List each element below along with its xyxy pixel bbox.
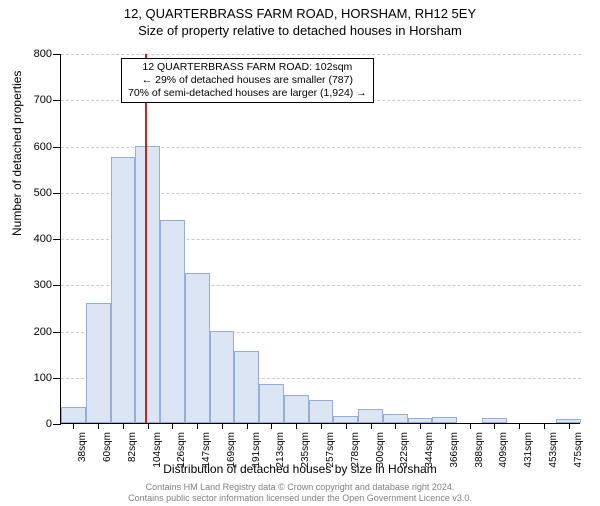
bar: [210, 331, 235, 424]
y-tick: [53, 147, 61, 148]
marker-line: [145, 54, 147, 423]
y-tick-label: 300: [12, 279, 52, 291]
y-tick-label: 700: [12, 94, 52, 106]
page-title: 12, QUARTERBRASS FARM ROAD, HORSHAM, RH1…: [0, 6, 600, 21]
x-tick: [296, 423, 297, 429]
bar: [383, 414, 408, 423]
x-axis-title: Distribution of detached houses by size …: [0, 462, 600, 476]
gridline: [61, 54, 581, 55]
chart: 010020030040050060070080038sqm60sqm82sqm…: [60, 54, 580, 424]
bar: [358, 409, 383, 423]
bar: [234, 351, 259, 423]
x-tick: [271, 423, 272, 429]
x-tick: [519, 423, 520, 429]
marker-callout: 12 QUARTERBRASS FARM ROAD: 102sqm ← 29% …: [121, 58, 374, 103]
x-tick: [420, 423, 421, 429]
y-tick: [53, 54, 61, 55]
x-tick: [98, 423, 99, 429]
bar: [160, 220, 185, 424]
y-tick-label: 200: [12, 326, 52, 338]
bar: [61, 407, 86, 423]
x-tick: [445, 423, 446, 429]
x-tick: [172, 423, 173, 429]
y-tick-label: 600: [12, 141, 52, 153]
x-tick: [494, 423, 495, 429]
bar: [309, 400, 334, 423]
bar: [185, 273, 210, 423]
x-tick: [371, 423, 372, 429]
x-tick: [321, 423, 322, 429]
plot-area: 010020030040050060070080038sqm60sqm82sqm…: [60, 54, 580, 424]
bar: [111, 157, 136, 423]
bar: [284, 395, 309, 423]
y-tick-label: 100: [12, 372, 52, 384]
bar: [135, 146, 160, 424]
y-tick: [53, 239, 61, 240]
x-tick: [148, 423, 149, 429]
bar: [86, 303, 111, 423]
y-tick-label: 0: [12, 418, 52, 430]
y-tick-label: 500: [12, 187, 52, 199]
y-tick-label: 800: [12, 48, 52, 60]
x-tick: [247, 423, 248, 429]
x-tick: [544, 423, 545, 429]
y-tick: [53, 378, 61, 379]
footer-line-1: Contains HM Land Registry data © Crown c…: [0, 482, 600, 493]
x-tick: [470, 423, 471, 429]
y-tick: [53, 193, 61, 194]
y-tick: [53, 285, 61, 286]
bar: [259, 384, 284, 423]
x-tick: [73, 423, 74, 429]
x-tick: [569, 423, 570, 429]
y-tick: [53, 424, 61, 425]
bar: [333, 416, 358, 423]
x-tick: [123, 423, 124, 429]
y-tick-label: 400: [12, 233, 52, 245]
callout-line-1: 12 QUARTERBRASS FARM ROAD: 102sqm: [128, 61, 367, 74]
x-tick: [395, 423, 396, 429]
x-tick: [197, 423, 198, 429]
footer: Contains HM Land Registry data © Crown c…: [0, 482, 600, 504]
x-tick: [346, 423, 347, 429]
page-subtitle: Size of property relative to detached ho…: [0, 23, 600, 38]
callout-line-2: ← 29% of detached houses are smaller (78…: [128, 74, 367, 87]
callout-line-3: 70% of semi-detached houses are larger (…: [128, 87, 367, 100]
footer-line-2: Contains public sector information licen…: [0, 493, 600, 504]
y-tick: [53, 332, 61, 333]
y-tick: [53, 100, 61, 101]
x-tick: [222, 423, 223, 429]
